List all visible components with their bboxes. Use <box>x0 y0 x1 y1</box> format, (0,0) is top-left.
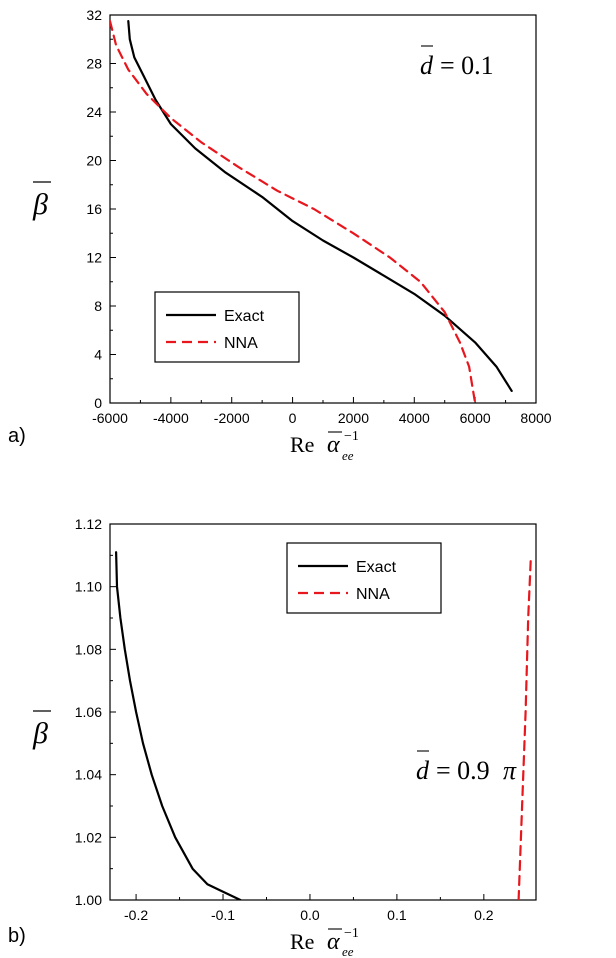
y-tick-label: 1.02 <box>75 829 102 845</box>
panel-a: 0 4 8 12 16 20 24 28 32 -6000 -4000 -2000 0 2000 4000… <box>8 7 552 463</box>
legend-label-nna: NNA <box>356 586 390 603</box>
x-tick-label: -4000 <box>153 410 189 426</box>
legend-box <box>286 542 442 614</box>
y-tick-label: 8 <box>94 298 102 314</box>
svg-text:ee: ee <box>342 944 354 958</box>
series-line-nna <box>517 557 532 900</box>
y-tick-label: 32 <box>86 7 102 23</box>
series-line-nna <box>110 20 477 403</box>
svg-text:−1: −1 <box>344 429 359 444</box>
svg-text:−1: −1 <box>344 926 359 941</box>
legend-label-exact: Exact <box>224 308 265 325</box>
panel-label: a) <box>8 425 26 447</box>
x-tick-label: 0.1 <box>387 907 407 923</box>
legend: Exact NNA <box>154 291 300 363</box>
svg-text:α: α <box>327 432 340 458</box>
y-axis-label: β <box>32 710 51 750</box>
x-axis-label: Re α ee −1 <box>290 429 359 463</box>
legend: Exact NNA <box>286 542 442 614</box>
y-tick-label: 1.10 <box>75 579 102 595</box>
svg-text:ee: ee <box>342 448 354 463</box>
y-tick-label: 24 <box>86 104 102 120</box>
y-tick-label: 1.08 <box>75 641 102 657</box>
y-axis-label-symbol: β <box>32 717 48 750</box>
x-tick-label: 2000 <box>338 410 369 426</box>
x-tick-label: 4000 <box>399 410 430 426</box>
x-tick-label: 6000 <box>460 410 491 426</box>
y-tick-label: 20 <box>86 153 102 169</box>
x-tick-label: 0.2 <box>474 907 494 923</box>
x-tick-label: 8000 <box>520 410 551 426</box>
x-tick-label: -6000 <box>92 410 128 426</box>
series-line-exact <box>114 551 242 900</box>
svg-text:d: d <box>416 756 430 785</box>
y-tick-label: 12 <box>86 250 102 266</box>
svg-text:= 0.1: = 0.1 <box>440 51 494 80</box>
y-tick-label: 16 <box>86 201 102 217</box>
y-tick-label: 1.12 <box>75 516 102 532</box>
svg-text:= 0.9: = 0.9 <box>436 756 490 785</box>
svg-text:Re: Re <box>290 929 314 954</box>
x-tick-label: -2000 <box>214 410 250 426</box>
x-tick-label: -0.1 <box>211 907 235 923</box>
annotation: d = 0.9 π <box>416 750 517 785</box>
legend-label-nna: NNA <box>224 335 258 352</box>
series-line-exact <box>127 20 513 392</box>
svg-text:d: d <box>420 51 434 80</box>
y-tick-label: 1.06 <box>75 704 102 720</box>
y-tick-label: 28 <box>86 56 102 72</box>
annotation: d = 0.1 <box>420 45 494 80</box>
x-axis-label: Re α ee −1 <box>290 926 359 958</box>
y-axis-label-symbol: β <box>32 188 48 221</box>
y-tick-label: 0 <box>94 395 102 411</box>
x-tick-label: 0.0 <box>300 907 320 923</box>
panel-label: b) <box>8 925 26 947</box>
x-tick-label: -0.2 <box>124 907 148 923</box>
y-axis-label: β <box>32 181 51 221</box>
legend-label-exact: Exact <box>356 559 397 576</box>
x-tick-label: 0 <box>289 410 297 426</box>
y-tick-label: 1.00 <box>75 892 102 908</box>
svg-text:α: α <box>327 929 340 955</box>
svg-text:π: π <box>503 756 517 785</box>
panel-b: 1.00 1.02 1.04 1.06 1.08 1.10 1.12 -0.2 -0.1 0.0… <box>8 516 537 958</box>
svg-text:Re: Re <box>290 432 314 457</box>
y-tick-label: 4 <box>94 347 102 363</box>
legend-box <box>154 291 300 363</box>
y-tick-label: 1.04 <box>75 767 102 783</box>
